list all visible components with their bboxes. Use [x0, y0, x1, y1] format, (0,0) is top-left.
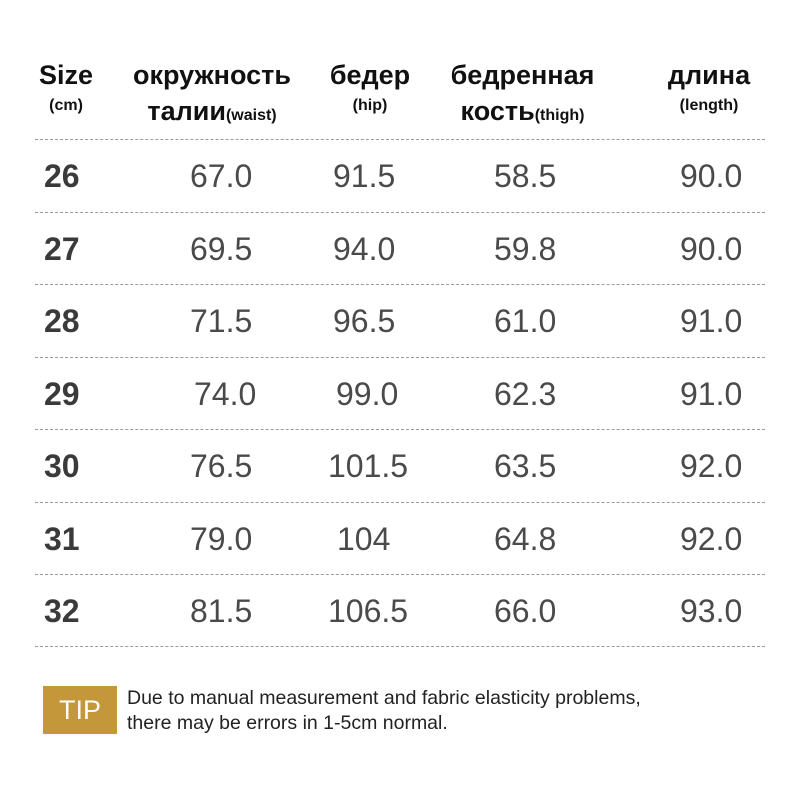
tip-line-1: Due to manual measurement and fabric ela…: [127, 687, 641, 709]
hip-cell: 91.5: [333, 158, 396, 194]
header-waist-unit: (waist): [225, 107, 277, 124]
length-cell: 90.0: [680, 231, 743, 267]
tip-badge: TIP: [43, 686, 117, 734]
waist-cell: 71.5: [190, 303, 253, 339]
table-header: Size (cm) окружность талии(waist) бедер …: [0, 62, 800, 140]
header-waist-label: окружность: [133, 60, 291, 90]
length-cell: 92.0: [680, 521, 743, 557]
size-cell: 32: [44, 593, 80, 629]
header-thigh-unit: (thigh): [534, 107, 585, 124]
waist-cell: 81.5: [190, 593, 253, 629]
divider: [35, 429, 765, 430]
header-thigh-label-2: кость: [460, 96, 535, 126]
waist-cell: 67.0: [190, 158, 253, 194]
table-row: 29 74.0 99.0 62.3 91.0: [0, 358, 800, 430]
thigh-cell: 63.5: [494, 448, 557, 484]
table-row: 32 81.5 106.5 66.0 93.0: [0, 575, 800, 647]
divider: [35, 502, 765, 503]
header-waist: окружность талии(waist): [112, 62, 312, 125]
table-row: 28 71.5 96.5 61.0 91.0: [0, 285, 800, 357]
size-cell: 29: [44, 376, 80, 412]
table-row: 30 76.5 101.5 63.5 92.0: [0, 430, 800, 502]
header-thigh-label: бедренная: [450, 60, 595, 90]
table-row: 27 69.5 94.0 59.8 90.0: [0, 213, 800, 285]
thigh-cell: 58.5: [494, 158, 557, 194]
size-cell: 27: [44, 231, 80, 267]
size-cell: 30: [44, 448, 80, 484]
divider: [35, 212, 765, 213]
header-waist-label-2: талии: [147, 96, 226, 126]
header-length-unit: (length): [679, 97, 739, 114]
header-waist-second-line: талии(waist): [112, 98, 312, 125]
divider: [35, 284, 765, 285]
length-cell: 91.0: [680, 303, 743, 339]
header-hip-label: бедер: [329, 60, 411, 90]
divider: [35, 646, 765, 647]
header-length-label: длина: [667, 60, 751, 90]
hip-cell: 94.0: [333, 231, 396, 267]
tip-line-2: there may be errors in 1-5cm normal.: [127, 712, 448, 734]
thigh-cell: 66.0: [494, 593, 557, 629]
header-size-label: Size: [38, 60, 94, 90]
size-cell: 28: [44, 303, 80, 339]
waist-cell: 69.5: [190, 231, 253, 267]
length-cell: 93.0: [680, 593, 743, 629]
waist-cell: 79.0: [190, 521, 253, 557]
header-size-unit: (cm): [49, 97, 83, 114]
length-cell: 90.0: [680, 158, 743, 194]
waist-cell: 76.5: [190, 448, 253, 484]
thigh-cell: 64.8: [494, 521, 557, 557]
table-row: 26 67.0 91.5 58.5 90.0: [0, 140, 800, 212]
header-thigh-second-line: кость(thigh): [430, 98, 615, 125]
thigh-cell: 61.0: [494, 303, 557, 339]
header-hip-unit: (hip): [352, 97, 388, 114]
thigh-cell: 62.3: [494, 376, 557, 412]
length-cell: 92.0: [680, 448, 743, 484]
header-hip: бедер (hip): [320, 62, 420, 114]
divider: [35, 139, 765, 140]
hip-cell: 96.5: [333, 303, 396, 339]
table-row: 31 79.0 104 64.8 92.0: [0, 503, 800, 575]
divider: [35, 357, 765, 358]
divider: [35, 574, 765, 575]
hip-cell: 104: [337, 521, 391, 557]
header-length: длина (length): [650, 62, 768, 114]
thigh-cell: 59.8: [494, 231, 557, 267]
header-size: Size (cm): [33, 62, 99, 114]
hip-cell: 99.0: [336, 376, 399, 412]
hip-cell: 106.5: [328, 593, 409, 629]
header-thigh: бедренная кость(thigh): [430, 62, 615, 125]
size-cell: 26: [44, 158, 80, 194]
hip-cell: 101.5: [328, 448, 409, 484]
size-cell: 31: [44, 521, 80, 557]
tip-text: Due to manual measurement and fabric ela…: [127, 686, 777, 736]
waist-cell: 74.0: [194, 376, 257, 412]
length-cell: 91.0: [680, 376, 743, 412]
